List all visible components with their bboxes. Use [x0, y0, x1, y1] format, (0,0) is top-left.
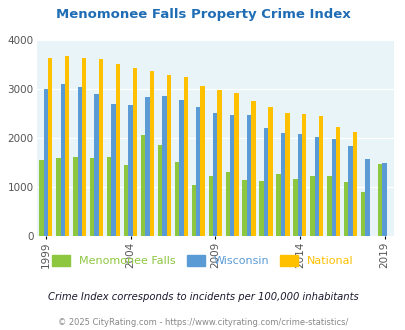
Bar — [318, 116, 323, 236]
Bar — [347, 146, 352, 236]
Bar — [268, 107, 272, 236]
Bar — [335, 127, 339, 236]
Bar — [343, 182, 347, 236]
Bar — [297, 134, 301, 236]
Bar — [82, 58, 86, 236]
Text: Crime Index corresponds to incidents per 100,000 inhabitants: Crime Index corresponds to incidents per… — [47, 292, 358, 302]
Bar — [56, 158, 60, 236]
Bar — [292, 179, 297, 236]
Bar — [145, 97, 149, 236]
Bar — [128, 105, 132, 236]
Bar — [174, 162, 179, 236]
Bar — [77, 87, 82, 236]
Bar — [158, 145, 162, 236]
Bar — [162, 96, 166, 236]
Bar — [263, 128, 268, 236]
Bar — [309, 176, 314, 236]
Bar — [90, 158, 94, 236]
Bar — [115, 64, 120, 236]
Bar — [191, 185, 196, 236]
Bar — [44, 89, 48, 236]
Bar — [94, 94, 98, 236]
Legend: Menomonee Falls, Wisconsin, National: Menomonee Falls, Wisconsin, National — [52, 255, 353, 266]
Bar — [183, 78, 188, 236]
Bar — [149, 71, 153, 236]
Text: Menomonee Falls Property Crime Index: Menomonee Falls Property Crime Index — [55, 8, 350, 21]
Bar — [111, 104, 115, 236]
Bar — [65, 56, 69, 236]
Bar — [48, 58, 52, 236]
Bar — [377, 164, 382, 236]
Bar — [39, 160, 44, 236]
Bar — [234, 93, 238, 236]
Bar — [276, 174, 280, 236]
Text: © 2025 CityRating.com - https://www.cityrating.com/crime-statistics/: © 2025 CityRating.com - https://www.city… — [58, 318, 347, 327]
Bar — [208, 176, 213, 236]
Bar — [280, 133, 284, 236]
Bar — [98, 59, 103, 236]
Bar — [364, 159, 369, 236]
Bar — [60, 84, 65, 236]
Bar — [200, 86, 205, 236]
Bar — [229, 115, 234, 236]
Bar — [73, 157, 77, 236]
Bar — [179, 100, 183, 236]
Bar — [301, 114, 306, 236]
Bar — [107, 157, 111, 236]
Bar — [196, 107, 200, 236]
Bar — [360, 192, 364, 236]
Bar — [242, 180, 246, 236]
Bar — [259, 182, 263, 236]
Bar — [331, 139, 335, 236]
Bar — [284, 113, 289, 236]
Bar — [314, 137, 318, 236]
Bar — [166, 75, 171, 236]
Bar — [326, 176, 331, 236]
Bar — [132, 68, 137, 236]
Bar — [213, 113, 217, 236]
Bar — [217, 90, 221, 236]
Bar — [352, 132, 356, 236]
Bar — [124, 165, 128, 236]
Bar — [141, 135, 145, 236]
Bar — [225, 172, 229, 236]
Bar — [251, 101, 255, 236]
Bar — [382, 163, 386, 236]
Bar — [246, 115, 251, 236]
